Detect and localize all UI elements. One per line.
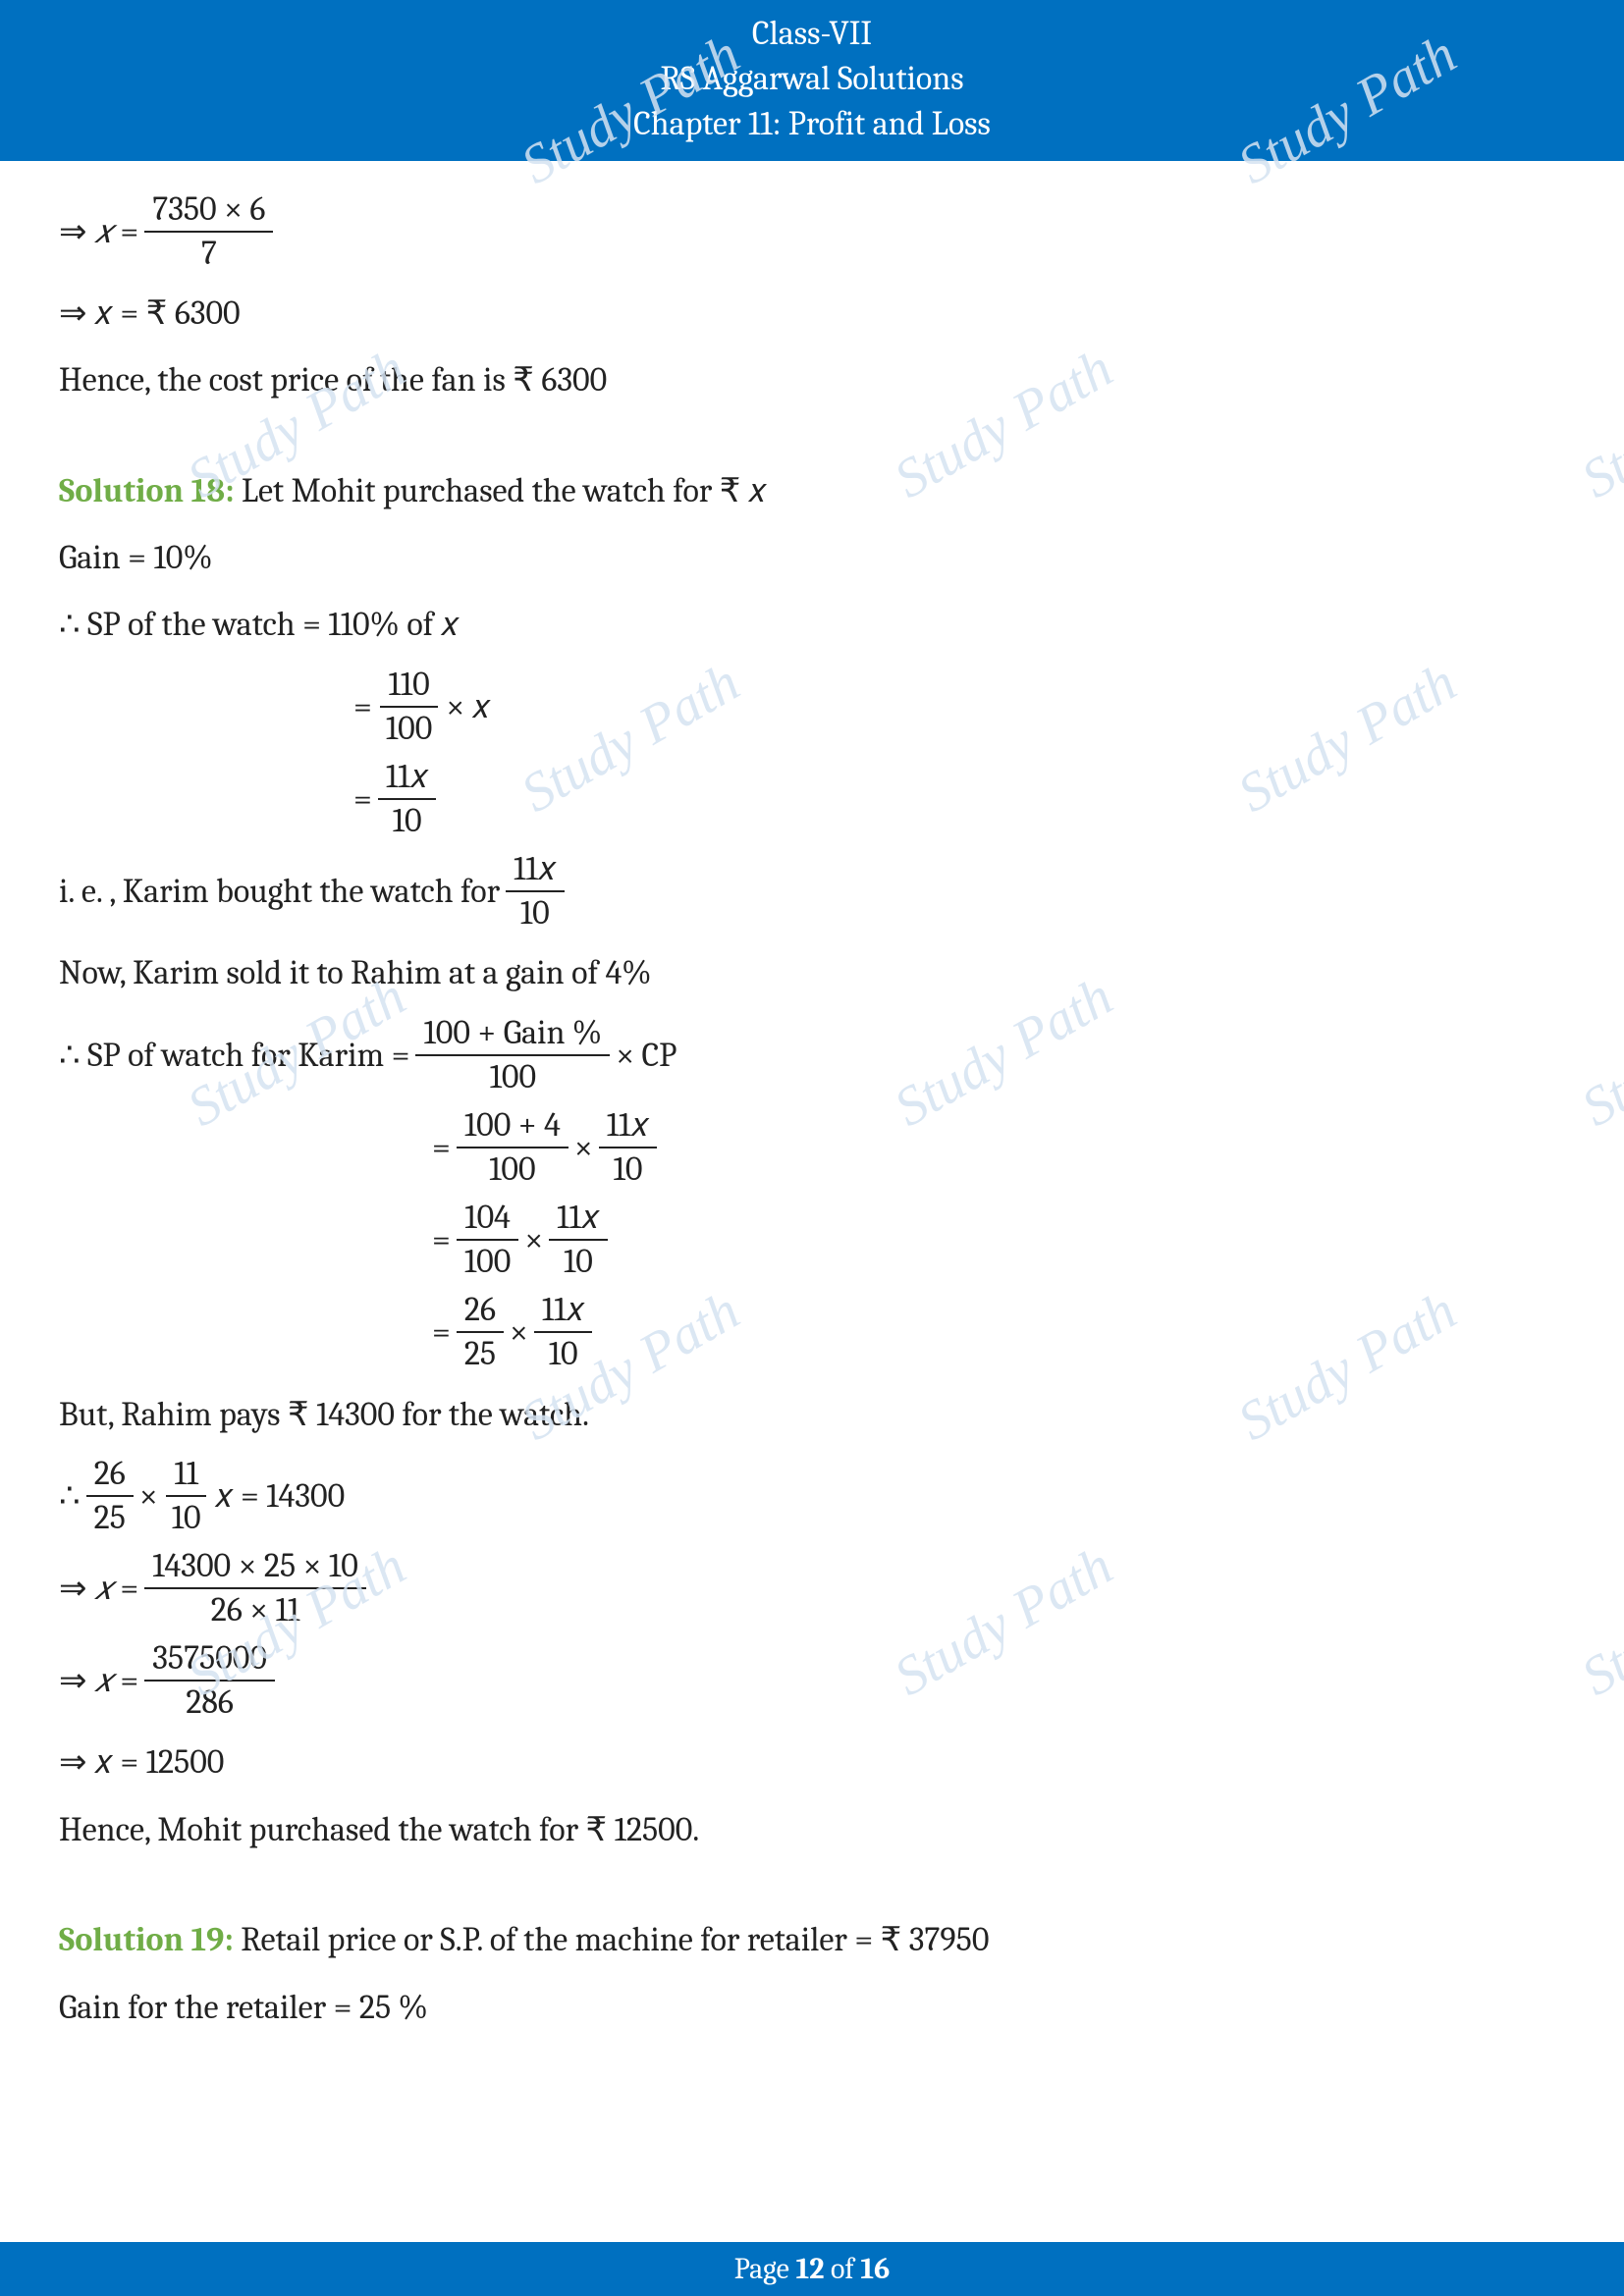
equals-sign: =: [432, 1121, 451, 1174]
page-footer: Page 12 of 16: [0, 2242, 1624, 2296]
suffix-text: × CP: [616, 1029, 677, 1082]
fraction: 7350 × 6 7: [144, 190, 273, 273]
header-line-2: RS Aggarwal Solutions: [0, 57, 1624, 102]
denominator: 25: [457, 1333, 504, 1373]
text-line: Gain = 10%: [59, 531, 1565, 584]
denominator: 10: [164, 1497, 209, 1537]
denominator: 7: [193, 233, 225, 273]
footer-sep: of: [824, 2252, 860, 2286]
fraction: 26 25: [86, 1455, 134, 1537]
denominator: 10: [541, 1333, 586, 1373]
solution-text: Retail price or S.P. of the machine for …: [234, 1920, 990, 1959]
denominator: 286: [178, 1682, 242, 1722]
denominator: 10: [556, 1241, 601, 1281]
conclusion-text: Hence, the cost price of the fan is ₹ 63…: [59, 353, 1565, 406]
eq-line: = 110 100 × 𝑥: [59, 666, 1565, 748]
numerator: 11𝑥: [599, 1106, 658, 1148]
eq-line: ⇒ 𝑥 = 3575000 286: [59, 1639, 1565, 1722]
fraction: 11 10: [164, 1455, 209, 1537]
denominator: 100: [457, 1241, 518, 1281]
denominator: 100: [482, 1056, 544, 1096]
numerator: 100 + Gain %: [415, 1014, 610, 1056]
footer-prefix: Page: [734, 2252, 796, 2286]
solution-label: Solution 19:: [59, 1920, 234, 1959]
times-sign: ×: [524, 1213, 543, 1266]
solution-18: Solution 18: Let Mohit purchased the wat…: [59, 464, 1565, 517]
denominator: 10: [606, 1148, 651, 1189]
fraction: 11𝑥 10: [506, 850, 565, 933]
text-line: Now, Karim sold it to Rahim at a gain of…: [59, 946, 1565, 999]
fraction: 100 + Gain % 100: [415, 1014, 610, 1096]
eq-line: = 104 100 × 11𝑥 10: [59, 1199, 1565, 1281]
times-sign: ×: [510, 1306, 528, 1359]
numerator: 104: [457, 1199, 518, 1241]
footer-total: 16: [860, 2252, 890, 2286]
eq-line: = 26 25 × 11𝑥 10: [59, 1291, 1565, 1373]
text-line: ∴ SP of the watch = 110% of 𝑥: [59, 598, 1565, 651]
eq-line: ⇒ 𝑥 = ₹ 6300: [59, 287, 1565, 340]
fraction: 14300 × 25 × 10 26 × 11: [144, 1547, 366, 1629]
numerator: 100 + 4: [457, 1106, 568, 1148]
fraction: 11𝑥 10: [534, 1291, 593, 1373]
eq-line: ∴ SP of watch for Karim = 100 + Gain % 1…: [59, 1014, 1565, 1096]
equals-sign: =: [432, 1306, 451, 1359]
fraction: 11𝑥 10: [378, 758, 437, 840]
numerator: 110: [380, 666, 437, 708]
denominator: 100: [378, 708, 440, 748]
conclusion-text: Hence, Mohit purchased the watch for ₹ 1…: [59, 1803, 1565, 1856]
solution-text: Let Mohit purchased the watch for ₹ 𝑥: [235, 471, 767, 510]
page-content: ⇒ 𝑥 = 7350 × 6 7 ⇒ 𝑥 = ₹ 6300 Hence, the…: [0, 161, 1624, 2034]
text-line: But, Rahim pays ₹ 14300 for the watch.: [59, 1388, 1565, 1441]
denominator: 10: [385, 800, 430, 840]
suffix-text: 𝑥 = 14300: [215, 1469, 346, 1522]
times-sign: ×: [139, 1469, 158, 1522]
implies-text: ⇒ 𝑥 =: [59, 1562, 138, 1615]
solution-19: Solution 19: Retail price or S.P. of the…: [59, 1913, 1565, 1966]
denominator: 100: [481, 1148, 543, 1189]
equals-sign: =: [432, 1213, 451, 1266]
implies-text: ⇒ 𝑥 =: [59, 205, 138, 258]
numerator: 11: [166, 1455, 206, 1497]
implies-text: ⇒ 𝑥 =: [59, 1654, 138, 1707]
prefix-text: ∴ SP of watch for Karim =: [59, 1029, 409, 1082]
footer-current: 12: [795, 2252, 824, 2286]
denominator: 10: [513, 892, 558, 933]
solution-label: Solution 18:: [59, 471, 235, 510]
header-line-1: Class-VII: [0, 12, 1624, 57]
eq-line: ⇒ 𝑥 = 14300 × 25 × 10 26 × 11: [59, 1547, 1565, 1629]
text-line: i. e. , Karim bought the watch for 11𝑥 1…: [59, 850, 1565, 933]
numerator: 26: [457, 1291, 504, 1333]
numerator: 7350 × 6: [144, 190, 273, 233]
eq-line: ⇒ 𝑥 = 7350 × 6 7: [59, 190, 1565, 273]
numerator: 11𝑥: [378, 758, 437, 800]
text-line: Gain for the retailer = 25 %: [59, 1981, 1565, 2034]
eq-line: ∴ 26 25 × 11 10 𝑥 = 14300: [59, 1455, 1565, 1537]
prefix-text: i. e. , Karim bought the watch for: [59, 865, 500, 918]
header-line-3: Chapter 11: Profit and Loss: [0, 102, 1624, 147]
times-sign: ×: [574, 1121, 593, 1174]
suffix-text: × 𝑥: [446, 680, 490, 733]
fraction: 104 100: [457, 1199, 518, 1281]
equals-sign: =: [353, 773, 372, 826]
prefix-text: ∴: [59, 1469, 81, 1522]
eq-line: = 100 + 4 100 × 11𝑥 10: [59, 1106, 1565, 1189]
fraction: 100 + 4 100: [457, 1106, 568, 1189]
numerator: 26: [86, 1455, 134, 1497]
denominator: 25: [86, 1497, 134, 1537]
fraction: 26 25: [457, 1291, 504, 1373]
fraction: 110 100: [378, 666, 440, 748]
eq-line: = 11𝑥 10: [59, 758, 1565, 840]
numerator: 14300 × 25 × 10: [144, 1547, 366, 1589]
numerator: 11𝑥: [534, 1291, 593, 1333]
numerator: 11𝑥: [506, 850, 565, 892]
fraction: 3575000 286: [144, 1639, 275, 1722]
fraction: 11𝑥 10: [549, 1199, 608, 1281]
page-header: Class-VII RS Aggarwal Solutions Chapter …: [0, 0, 1624, 161]
eq-line: ⇒ 𝑥 = 12500: [59, 1735, 1565, 1789]
denominator: 26 × 11: [203, 1589, 307, 1629]
fraction: 11𝑥 10: [599, 1106, 658, 1189]
numerator: 3575000: [144, 1639, 275, 1682]
numerator: 11𝑥: [549, 1199, 608, 1241]
equals-sign: =: [353, 680, 372, 733]
